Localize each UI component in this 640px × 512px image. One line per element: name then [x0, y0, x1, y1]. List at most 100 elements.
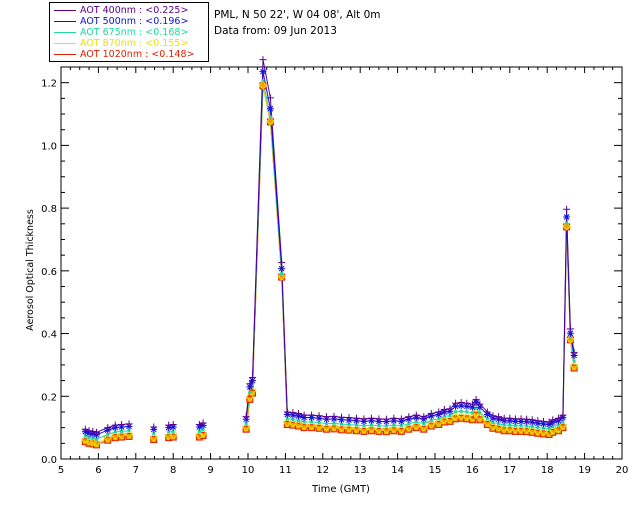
data-point	[150, 436, 158, 444]
data-point	[95, 437, 99, 441]
data-point	[405, 413, 413, 421]
data-point	[362, 424, 366, 428]
data-point	[330, 425, 338, 433]
data-point	[268, 115, 272, 119]
x-tick-label: 6	[95, 465, 101, 476]
legend-label-1020: AOT 1020nm :	[80, 49, 152, 60]
data-point	[171, 429, 175, 433]
x-tick-label: 16	[466, 465, 479, 476]
data-point	[463, 399, 471, 407]
data-point	[390, 427, 398, 435]
data-point	[457, 399, 465, 407]
data-point	[427, 419, 436, 429]
legend-item-400: AOT 400nm : <0.225>	[54, 5, 188, 16]
data-point	[375, 427, 383, 435]
data-point	[294, 410, 302, 418]
data-point	[419, 423, 428, 432]
legend-value-400: <0.225>	[145, 5, 189, 16]
data-point	[246, 395, 254, 403]
data-point	[277, 272, 286, 281]
data-point	[87, 436, 91, 440]
data-point	[266, 105, 274, 113]
data-point	[246, 380, 254, 388]
x-tick-label: 15	[429, 465, 442, 476]
data-point	[248, 390, 252, 394]
data-point	[454, 410, 458, 414]
data-point	[519, 424, 523, 428]
data-point	[347, 423, 351, 427]
data-point	[375, 415, 383, 423]
data-point	[468, 413, 477, 422]
data-point	[559, 411, 567, 419]
data-point	[488, 422, 498, 431]
data-point	[300, 411, 308, 419]
data-point	[197, 429, 201, 433]
data-point	[505, 424, 515, 434]
data-point	[468, 416, 476, 424]
data-point	[242, 425, 250, 433]
y-tick-label: 1.0	[41, 141, 57, 152]
data-point	[354, 423, 358, 427]
legend-swatch-870	[54, 43, 76, 44]
data-point	[397, 415, 405, 423]
legend-value-870: <0.155>	[145, 38, 189, 49]
x-tick-label: 11	[279, 465, 292, 476]
data-point	[337, 423, 346, 433]
data-point	[539, 417, 547, 425]
data-point	[530, 425, 534, 429]
data-point	[565, 221, 569, 225]
data-point	[91, 436, 95, 440]
data-point	[392, 423, 396, 427]
x-axis-label: Time (GMT)	[311, 484, 370, 495]
data-point	[561, 420, 565, 424]
series-line-4	[85, 85, 575, 446]
data-point	[427, 422, 435, 430]
data-point	[452, 399, 460, 407]
data-point	[280, 272, 284, 276]
data-point	[556, 423, 560, 427]
data-point	[113, 430, 117, 434]
data-point	[245, 392, 255, 402]
data-point	[315, 412, 323, 420]
legend-swatch-500	[54, 21, 76, 22]
data-point	[462, 412, 471, 421]
data-point	[325, 422, 329, 426]
y-tick-label: 0.6	[41, 267, 57, 278]
data-point	[310, 420, 314, 424]
data-point	[283, 418, 292, 427]
data-point	[445, 415, 455, 424]
data-point	[397, 427, 405, 435]
data-point	[308, 424, 316, 432]
data-point	[124, 430, 134, 439]
data-point	[547, 427, 551, 431]
data-point	[440, 405, 448, 413]
data-point	[300, 424, 308, 432]
date-info: Data from: 09 Jun 2013	[214, 25, 337, 37]
data-point	[259, 68, 267, 76]
y-axis-label: Aerosol Optical Thickness	[25, 209, 36, 331]
legend-swatch-1020	[54, 54, 76, 55]
data-point	[435, 408, 443, 416]
x-tick-label: 5	[58, 465, 64, 476]
data-point	[150, 423, 158, 431]
y-tick-label: 0.4	[41, 330, 57, 341]
data-point	[465, 410, 469, 414]
series-line-1	[85, 71, 575, 436]
x-tick-label: 10	[242, 465, 255, 476]
data-point	[307, 421, 316, 430]
data-point	[120, 429, 124, 433]
data-point	[390, 414, 398, 422]
data-point	[568, 335, 572, 339]
data-point	[266, 94, 274, 102]
legend-swatch-675	[54, 32, 76, 33]
data-point	[478, 411, 482, 415]
data-point	[476, 416, 484, 424]
data-point	[382, 428, 390, 436]
data-point	[405, 425, 413, 433]
data-point	[169, 433, 177, 441]
legend-item-870: AOT 870nm : <0.155>	[54, 38, 188, 49]
data-point	[340, 422, 343, 426]
data-point	[127, 429, 131, 433]
legend-item-1020: AOT 1020nm : <0.148>	[54, 49, 194, 60]
